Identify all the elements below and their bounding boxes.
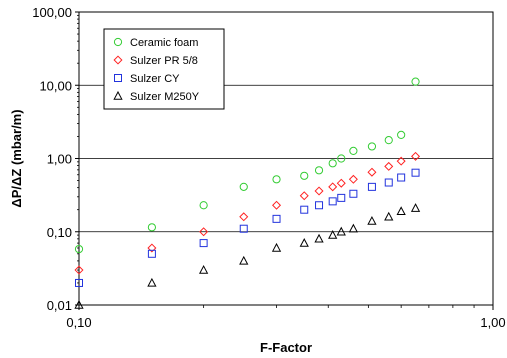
- data-point-triangle: [367, 215, 377, 225]
- x-axis-title: F-Factor: [260, 340, 312, 355]
- y-tick-label: 10,00: [39, 78, 72, 93]
- legend-marker-square: [114, 74, 122, 82]
- data-point-triangle: [147, 277, 157, 287]
- data-point-square: [411, 168, 420, 177]
- data-point-circle: [74, 244, 84, 254]
- data-point-triangle: [384, 211, 394, 221]
- legend-label: Sulzer CY: [130, 73, 180, 85]
- data-point-circle: [384, 136, 393, 145]
- series-diamond: [74, 151, 421, 275]
- data-point-square: [349, 189, 358, 198]
- data-point-triangle: [198, 264, 209, 274]
- y-tick-label: 0,10: [47, 225, 72, 240]
- data-point-circle: [328, 159, 337, 168]
- data-point-triangle: [348, 223, 359, 233]
- data-point-triangle: [396, 206, 406, 216]
- data-point-diamond: [147, 243, 157, 253]
- data-point-diamond: [396, 156, 406, 166]
- y-tick-label: 0,01: [47, 298, 72, 313]
- series-square: [75, 168, 420, 287]
- data-point-triangle: [299, 238, 309, 247]
- y-tick-label: 1,00: [47, 152, 72, 167]
- data-point-diamond: [348, 174, 358, 184]
- x-tick-label: 0,10: [66, 315, 91, 330]
- data-point-square: [239, 224, 248, 233]
- data-point-circle: [314, 166, 324, 175]
- data-point-triangle: [336, 226, 346, 236]
- data-point-diamond: [336, 178, 346, 188]
- legend-marker-triangle: [113, 90, 123, 100]
- legend-label: Ceramic foam: [130, 37, 198, 49]
- data-point-diamond: [199, 227, 209, 237]
- data-point-square: [337, 193, 346, 202]
- data-point-circle: [199, 201, 208, 210]
- legend: Ceramic foam Sulzer PR 5/8 Sulzer CY Sulzer…: [103, 28, 225, 110]
- data-point-circle: [272, 175, 281, 184]
- legend-box: [103, 28, 225, 110]
- data-point-circle: [300, 171, 309, 180]
- data-point-circle: [367, 142, 377, 151]
- data-point-square: [367, 182, 376, 191]
- data-point-circle: [397, 130, 406, 139]
- legend-label: Sulzer M250Y: [130, 91, 200, 103]
- data-point-diamond: [411, 151, 421, 161]
- data-point-diamond: [314, 186, 324, 196]
- y-tick-label: 100,00: [32, 5, 72, 20]
- data-point-diamond: [384, 161, 394, 171]
- data-point-diamond: [367, 167, 377, 177]
- data-point-square: [272, 214, 281, 223]
- series-triangle: [74, 203, 421, 309]
- data-point-square: [199, 239, 208, 248]
- data-point-square: [75, 278, 83, 287]
- data-point-triangle: [314, 233, 324, 243]
- data-point-diamond: [328, 182, 338, 192]
- data-point-square: [147, 249, 156, 258]
- data-point-square: [328, 197, 337, 206]
- legend-marker-circle: [113, 37, 123, 47]
- y-axis-title: ΔP/ΔZ (mbar/m): [9, 109, 24, 207]
- data-point-square: [315, 201, 324, 210]
- data-point-circle: [147, 223, 157, 232]
- tick-layer: 0,01 0,10 1,00 10,00 100,00 0,10 1,00: [32, 5, 505, 330]
- data-point-diamond: [239, 212, 249, 222]
- data-point-circle: [411, 77, 420, 86]
- data-point-square: [300, 205, 309, 214]
- x-tick-label: 1,00: [480, 315, 505, 330]
- data-point-triangle: [271, 242, 282, 252]
- data-point-triangle: [410, 203, 421, 212]
- data-point-circle: [239, 182, 248, 191]
- data-point-square: [397, 173, 406, 182]
- data-point-square: [384, 178, 393, 187]
- data-point-diamond: [272, 200, 282, 210]
- data-point-triangle: [239, 255, 249, 265]
- data-point-circle: [349, 146, 358, 155]
- legend-label: Sulzer PR 5/8: [130, 55, 198, 67]
- data-point-circle: [337, 154, 346, 163]
- data-point-diamond: [74, 265, 84, 275]
- legend-marker-diamond: [113, 55, 123, 65]
- data-point-triangle: [74, 299, 84, 309]
- series-circle: [74, 77, 420, 254]
- marker-layer: [74, 77, 421, 309]
- data-point-triangle: [328, 230, 338, 239]
- data-point-diamond: [299, 191, 309, 201]
